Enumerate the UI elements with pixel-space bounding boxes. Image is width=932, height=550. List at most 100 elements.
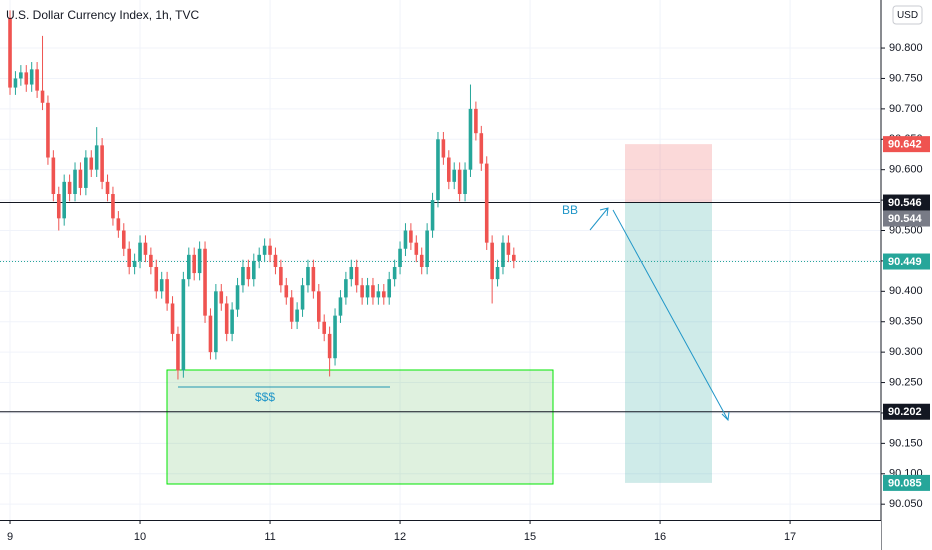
grid (0, 0, 880, 520)
candle-body (441, 139, 446, 158)
candle-body (241, 266, 245, 286)
candle-body (56, 194, 61, 219)
arrows (589, 207, 730, 422)
candle-body (371, 285, 375, 298)
candle-body (414, 242, 419, 255)
y-tick-label: 90.750 (889, 72, 923, 84)
y-tick-label: 90.500 (889, 224, 923, 236)
candle-body (24, 72, 29, 85)
x-tick-label: 9 (7, 531, 13, 543)
price-badge (883, 403, 930, 420)
candles (8, 10, 516, 380)
candle-body (268, 245, 272, 255)
candle-body (19, 72, 23, 79)
candle-body (143, 242, 148, 255)
price-badge (883, 474, 930, 491)
price-badge-label: 90.202 (888, 406, 922, 418)
price-badge (883, 210, 930, 227)
demand-zone (166, 369, 554, 485)
candle-body (512, 254, 516, 261)
candle-body (149, 254, 153, 267)
chart-title: U.S. Dollar Currency Index, 1h, TVC (6, 8, 200, 22)
candle-body (46, 102, 50, 158)
price-badge-label: 90.544 (888, 213, 923, 225)
x-tick-label: 12 (394, 531, 406, 543)
candle-body (392, 266, 397, 280)
y-tick-label: 90.800 (889, 42, 923, 54)
y-tick-label: 90.350 (889, 316, 923, 328)
candle-body (186, 254, 191, 280)
price-badge-label: 90.642 (888, 139, 922, 151)
candle-body (181, 279, 186, 371)
candle-body (403, 230, 408, 249)
currency-label[interactable]: USD (897, 10, 918, 21)
x-tick-label: 15 (524, 531, 536, 543)
candle-body (354, 266, 359, 286)
candle-body (279, 266, 283, 286)
position (625, 144, 712, 483)
candle-body (457, 169, 462, 195)
candle-body (127, 248, 131, 267)
candle-body (398, 248, 402, 267)
candle-body (29, 69, 34, 85)
x-tick-label: 16 (654, 531, 666, 543)
currency-button[interactable] (892, 5, 923, 25)
candle-body (387, 279, 392, 298)
arrow (589, 207, 609, 231)
candle-body (295, 309, 299, 322)
candle-body (447, 157, 451, 182)
annotation: BB (562, 203, 578, 217)
candle-body (349, 266, 354, 280)
candle-body (262, 245, 267, 255)
candle-body (51, 157, 56, 195)
y-tick-label: 90.150 (889, 437, 923, 449)
candle-body (219, 291, 224, 304)
candle-body (257, 254, 262, 261)
candle-body (94, 145, 99, 170)
candle-body (8, 17, 12, 88)
arrow (612, 209, 730, 422)
time-axis (0, 520, 881, 550)
candle-body (490, 242, 494, 280)
candle-body (89, 157, 94, 170)
candle-body (154, 266, 159, 292)
candle-body (235, 285, 240, 310)
candle-body (501, 242, 505, 267)
stop-zone (625, 144, 712, 203)
candle-body (121, 230, 126, 249)
candle-body (192, 254, 197, 274)
candle-body (214, 291, 218, 353)
candle-body (322, 321, 327, 334)
candle-body (159, 279, 164, 292)
candle-body (165, 279, 169, 304)
candle-body (300, 285, 305, 310)
price-badge-label: 90.546 (888, 197, 922, 209)
y-tick-label: 90.700 (889, 103, 923, 115)
candle-body (203, 248, 207, 316)
y-tick-label: 90.600 (889, 164, 923, 176)
candle-body (132, 260, 137, 267)
candle-body (251, 260, 256, 280)
candle-body (273, 254, 278, 267)
axis-labels: 910111215161790.05090.10090.15090.20090.… (7, 42, 930, 543)
y-tick-label: 90.400 (889, 285, 923, 297)
price-badge (883, 253, 930, 270)
candle-body (468, 108, 473, 170)
candle-body (35, 69, 39, 91)
candle-body (419, 254, 424, 267)
x-tick-label: 10 (134, 531, 146, 543)
candle-body (100, 145, 104, 182)
candle-body (365, 285, 370, 298)
candle-body (338, 297, 343, 316)
candle-body (230, 309, 234, 334)
candle-body (333, 315, 337, 359)
annotation: $$$ (255, 390, 275, 404)
candle-body (495, 266, 500, 280)
candle-body (78, 169, 83, 188)
y-tick-label: 90.250 (889, 376, 923, 388)
candle-body (289, 297, 294, 322)
candle-body (116, 218, 121, 231)
candle-body (344, 279, 348, 298)
candle-body (176, 333, 180, 371)
